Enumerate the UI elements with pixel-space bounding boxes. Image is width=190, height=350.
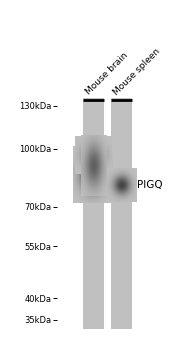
Text: Mouse brain: Mouse brain	[84, 51, 129, 97]
Text: PIGQ: PIGQ	[137, 180, 162, 190]
Bar	[111, 98, 132, 329]
Text: Mouse spleen: Mouse spleen	[112, 47, 162, 97]
Bar	[83, 98, 104, 329]
